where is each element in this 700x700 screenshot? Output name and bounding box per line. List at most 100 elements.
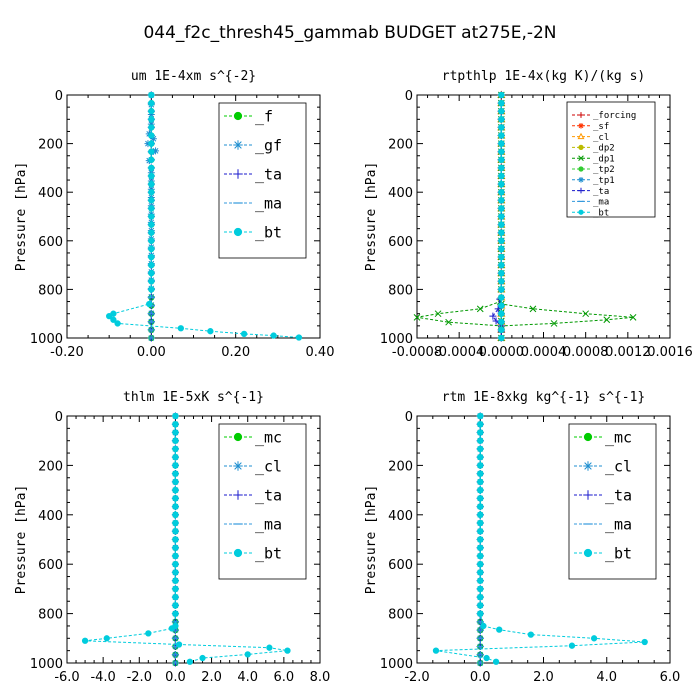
legend-marker [578, 176, 584, 183]
data-point [172, 602, 179, 609]
data-point [207, 328, 214, 335]
y-tick-label: 200 [388, 138, 413, 153]
x-tick-label: 0.0 [165, 670, 186, 685]
data-point [477, 528, 484, 535]
y-tick-label: 1000 [380, 332, 413, 347]
y-tick-label: 600 [388, 235, 413, 250]
data-point [172, 577, 179, 584]
legend-marker [233, 140, 243, 150]
legend-box [568, 423, 657, 580]
legend-marker [233, 432, 243, 442]
x-tick-label: 0.00 [137, 345, 166, 360]
legend-label: _bt [255, 223, 282, 241]
data-point [477, 536, 484, 543]
y-tick-label: 0 [405, 89, 413, 104]
data-point [476, 305, 484, 313]
legend-label: _mc [255, 428, 282, 446]
data-point [498, 164, 505, 172]
panel-title: rtm 1E-8xkg kg^{-1} s^{-1} [442, 390, 646, 405]
legend-box [218, 102, 307, 259]
y-axis-label: Pressure [hPa] [14, 162, 29, 272]
legend-label: _ta [605, 486, 632, 504]
panel-title: rtpthlp 1E-4x(kg K)/(kg s) [442, 69, 646, 84]
x-tick-label: 0.0008 [563, 345, 609, 360]
x-tick-label: 0.0 [470, 670, 491, 685]
x-tick-label: 4.0 [237, 670, 258, 685]
data-point [477, 552, 484, 560]
x-tick-label: -0.0008 [392, 345, 442, 360]
data-point [148, 221, 155, 228]
data-point [110, 316, 117, 323]
data-point [172, 569, 179, 576]
legend-label: _bt [593, 208, 609, 218]
x-tick-label: 2.0 [533, 670, 554, 685]
legend: _f _gf _ta _ma _bt [218, 102, 307, 259]
data-point [477, 602, 484, 609]
x-tick-label: -4.0 [90, 670, 115, 685]
data-point [172, 445, 179, 453]
y-tick-label: 400 [38, 186, 63, 201]
data-point [148, 237, 155, 244]
x-tick-label: 4.0 [596, 670, 617, 685]
x-tick-label: 0.0016 [647, 345, 693, 360]
legend-marker [578, 155, 584, 161]
data-point [498, 261, 505, 269]
data-point [148, 172, 155, 180]
data-point [172, 470, 179, 477]
data-point [498, 245, 505, 253]
data-point [641, 638, 648, 646]
data-point [148, 270, 155, 277]
y-tick-label: 1000 [30, 657, 63, 672]
data-point [498, 334, 505, 342]
x-tick-label: -2.0 [127, 670, 152, 685]
legend-label: _sf [593, 122, 609, 132]
data-point [498, 213, 505, 220]
data-point [550, 320, 558, 327]
data-point [148, 278, 155, 285]
data-point [498, 310, 505, 317]
legend-marker [233, 548, 243, 558]
legend-marker [583, 490, 593, 500]
data-point [172, 519, 179, 527]
data-point [477, 561, 484, 568]
y-tick-label: 200 [388, 459, 413, 474]
data-point [527, 631, 534, 638]
x-tick-label: -6.0 [54, 670, 79, 685]
data-point [477, 511, 484, 518]
data-point [172, 561, 179, 568]
data-point [498, 237, 505, 244]
data-point [477, 412, 484, 420]
series-bt [106, 91, 303, 341]
data-point [81, 637, 89, 644]
data-point [498, 294, 505, 301]
legend-label: _ma [593, 198, 609, 208]
legend-label: _ta [255, 165, 282, 183]
legend-label: _ma [255, 194, 282, 212]
y-tick-label: 1000 [30, 332, 63, 347]
data-point [172, 454, 179, 461]
data-point [480, 622, 487, 630]
data-point [477, 593, 484, 601]
data-point [148, 180, 155, 188]
data-point [172, 486, 179, 494]
legend-marker [578, 122, 584, 129]
legend: _forcing_sf_cl_dp2_dp1_tp2_tp1_ta_ma_bt [566, 101, 656, 218]
data-point [477, 454, 484, 461]
x-tick-label: 0.0000 [479, 345, 525, 360]
legend-label: _cl [255, 457, 282, 475]
x-tick-label: -0.0004 [434, 345, 484, 360]
series-bt [432, 412, 648, 665]
data-point [498, 124, 505, 131]
data-point [148, 164, 155, 172]
data-point [590, 635, 598, 642]
legend-label: _tp2 [593, 165, 615, 175]
legend-label: _dp1 [593, 154, 615, 164]
y-tick-label: 0 [405, 410, 413, 425]
data-point [172, 593, 179, 601]
data-point [266, 644, 273, 651]
data-point [172, 528, 179, 535]
data-point [148, 245, 155, 253]
data-point [199, 654, 206, 662]
data-point [477, 610, 484, 617]
data-point [186, 658, 194, 665]
